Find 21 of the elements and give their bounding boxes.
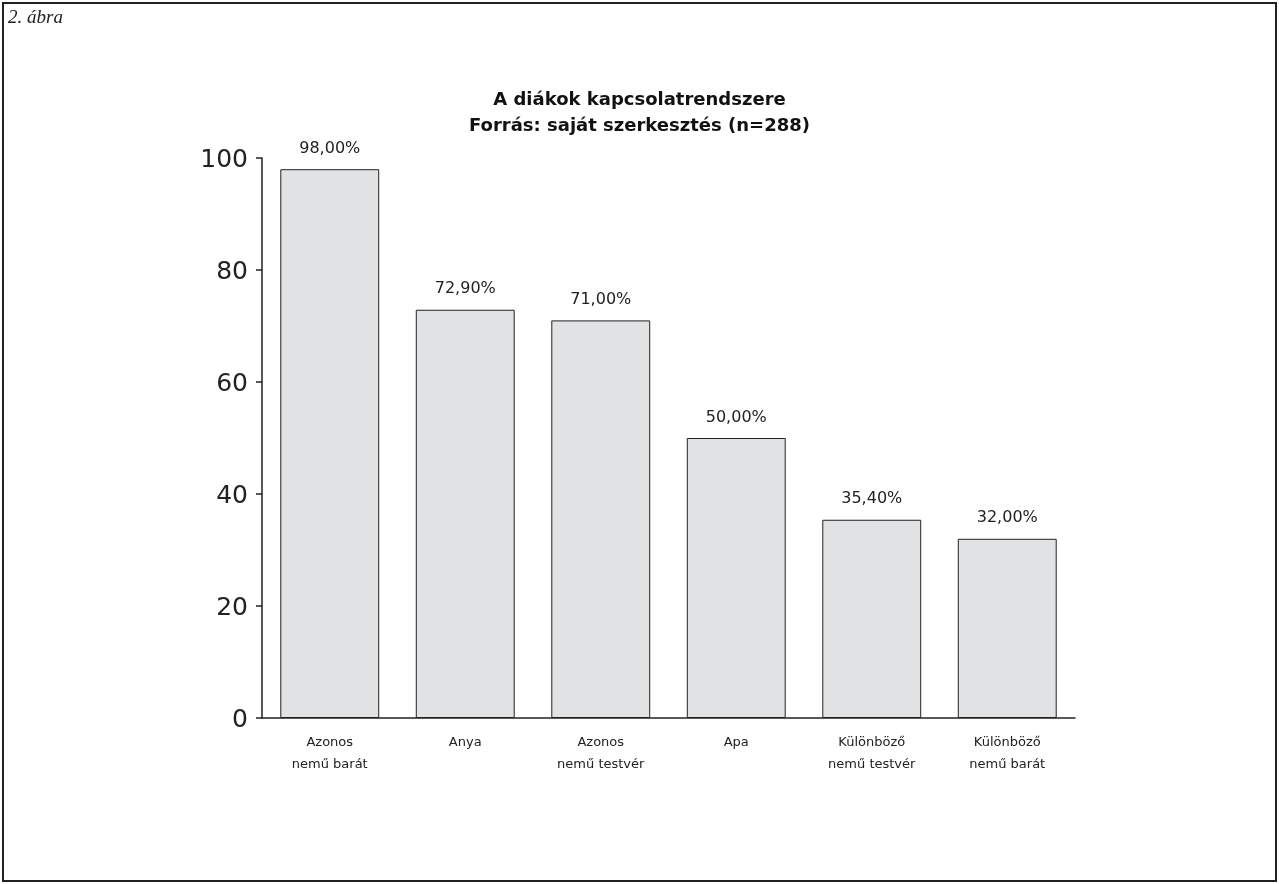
data-label: 72,90% — [434, 278, 496, 298]
y-tick-label: 100 — [200, 143, 248, 173]
text: 2. ábra — [8, 6, 63, 28]
y-tick-label: 0 — [232, 703, 248, 733]
x-tick-label: Különböző nemű barát — [969, 733, 1046, 771]
y-tick-label: 40 — [216, 479, 248, 509]
data-label: 35,40% — [841, 488, 903, 508]
data-label: 98,00% — [299, 137, 361, 157]
chart-subtitle: Forrás: saját szerkesztés (n=288) — [469, 113, 810, 135]
x-tick-label: Anya — [448, 733, 482, 749]
data-label: 32,00% — [976, 507, 1038, 527]
x-tick-label: Azonos nemű testvér — [557, 733, 646, 771]
data-label: 71,00% — [570, 288, 632, 308]
x-tick-label: Azonos nemű barát — [291, 733, 368, 771]
y-tick-label: 20 — [216, 591, 248, 621]
data-label: 50,00% — [705, 406, 767, 426]
chart-title: A diákok kapcsolatrendszere — [493, 87, 786, 109]
y-tick-label: 60 — [216, 367, 248, 397]
x-tick-label: Apa — [723, 733, 749, 749]
x-tick-label: Különböző nemű testvér — [828, 733, 917, 771]
y-tick-label: 80 — [216, 255, 248, 285]
